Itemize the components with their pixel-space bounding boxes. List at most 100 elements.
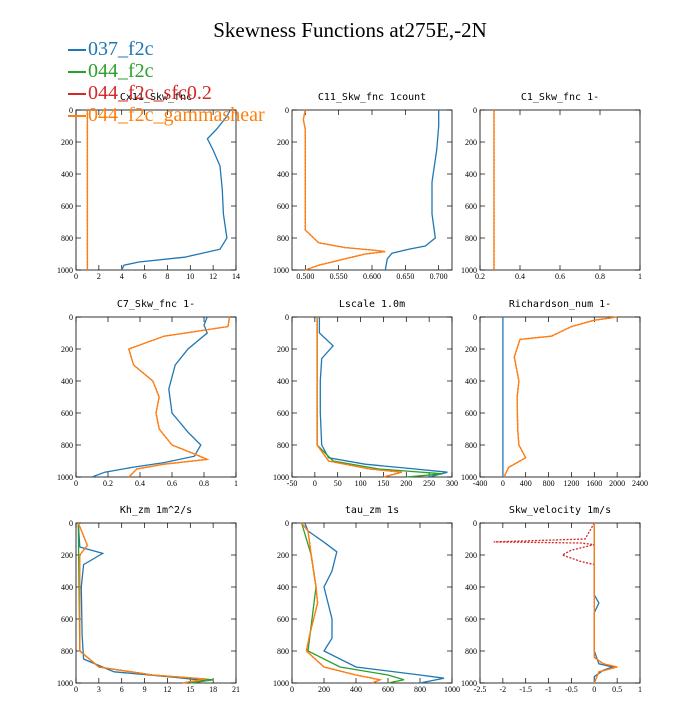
y-tick-label: 0 (69, 519, 73, 528)
x-tick-label: 14 (232, 272, 240, 281)
series-line (77, 522, 206, 684)
panel: Cx11_Skw_fnc 0 2 4 6 8 10 12 14 0 200 400 600 800 1000 (57, 92, 240, 281)
y-tick-label: 1000 (461, 679, 477, 688)
y-tick-label: 400 (465, 583, 477, 592)
x-tick-label: 0.550 (330, 272, 348, 281)
x-tick-label: 0 (501, 479, 505, 488)
series-line (503, 316, 618, 478)
y-tick-label: 0 (285, 313, 289, 322)
x-tick-label: 1 (234, 479, 238, 488)
x-tick-label: 0 (74, 272, 78, 281)
y-tick-label: 200 (61, 551, 73, 560)
x-tick-label: 9 (143, 685, 147, 694)
y-tick-label: 0 (285, 519, 289, 528)
series-line (301, 522, 383, 684)
y-tick-label: 600 (61, 202, 73, 211)
x-tick-label: -400 (473, 479, 488, 488)
x-tick-label: 0.2 (475, 272, 485, 281)
x-tick-label: 200 (318, 685, 330, 694)
series-line (302, 109, 386, 271)
x-tick-label: 1000 (444, 685, 460, 694)
legend-swatch (68, 71, 86, 74)
panel-title: Richardson_num 1- (509, 299, 611, 310)
panel-frame (291, 109, 453, 271)
legend-label: 044_f2c_gammashear (88, 104, 265, 126)
legend-item: 044_f2c_sfc0.2 (68, 82, 265, 104)
x-tick-label: 150 (377, 479, 389, 488)
x-tick-label: 1600 (586, 479, 602, 488)
y-tick-label: 200 (61, 138, 73, 147)
y-tick-label: 600 (465, 615, 477, 624)
x-tick-label: -2.5 (474, 685, 487, 694)
x-tick-label: 0 (74, 479, 78, 488)
x-tick-label: 3 (97, 685, 101, 694)
legend-label: 037_f2c (88, 38, 154, 60)
series-line (121, 109, 231, 271)
y-tick-label: 800 (465, 647, 477, 656)
y-tick-label: 400 (277, 583, 289, 592)
x-tick-label: 800 (414, 685, 426, 694)
y-tick-label: 1000 (461, 473, 477, 482)
legend-swatch (68, 115, 86, 118)
x-tick-label: 18 (209, 685, 217, 694)
x-tick-label: 1 (638, 272, 642, 281)
x-tick-label: 21 (232, 685, 240, 694)
x-tick-label: 50 (334, 479, 342, 488)
x-tick-label: 12 (209, 272, 217, 281)
panel-title: Kh_zm 1m^2/s (120, 505, 192, 516)
x-tick-label: 0 (592, 685, 596, 694)
panel-frame (291, 316, 453, 478)
panel-frame (479, 316, 641, 478)
y-tick-label: 200 (465, 551, 477, 560)
x-tick-label: 0.4 (515, 272, 525, 281)
panel-frame (479, 109, 641, 271)
x-tick-label: 400 (520, 479, 532, 488)
x-tick-label: 2400 (632, 479, 648, 488)
y-tick-label: 1000 (273, 473, 289, 482)
x-tick-label: 400 (350, 685, 362, 694)
x-tick-label: 0.6 (555, 272, 565, 281)
y-tick-label: 1000 (57, 266, 73, 275)
series-line (316, 317, 402, 478)
y-tick-label: 600 (61, 409, 73, 418)
y-tick-label: 200 (277, 551, 289, 560)
x-tick-label: 1 (638, 685, 642, 694)
series-line (77, 522, 206, 684)
y-tick-label: 1000 (57, 679, 73, 688)
panel-frame (75, 109, 237, 271)
series-line (302, 109, 386, 271)
series-line (77, 522, 206, 684)
y-tick-label: 600 (277, 615, 289, 624)
y-tick-label: 800 (277, 234, 289, 243)
legend-item: 044_f2c_gammashear (68, 104, 265, 126)
legend-item: 044_f2c (68, 60, 265, 82)
y-tick-label: 0 (69, 313, 73, 322)
y-tick-label: 200 (465, 345, 477, 354)
legend-swatch (68, 49, 86, 52)
y-tick-label: 0 (69, 106, 73, 115)
y-tick-label: 0 (473, 313, 477, 322)
panel: tau_zm 1s0 200 400 600 800 100002004006008001… (273, 505, 460, 694)
series-line (593, 523, 618, 684)
x-tick-label: 2000 (609, 479, 625, 488)
panel-title: tau_zm 1s (345, 505, 399, 516)
y-tick-label: 600 (465, 202, 477, 211)
x-tick-label: 200 (400, 479, 412, 488)
y-tick-label: 800 (277, 647, 289, 656)
y-tick-label: 800 (277, 441, 289, 450)
panel-title: C1_Skw_fnc 1- (521, 92, 599, 103)
x-tick-label: 100 (355, 479, 367, 488)
y-tick-label: 400 (61, 377, 73, 386)
panel: Skw_velocity 1m/s -2.5 -2 -1.5 -1 -0.5 0 0.5 1 0 2… (461, 505, 642, 694)
x-tick-label: 0 (290, 685, 294, 694)
x-tick-label: -0.5 (565, 685, 578, 694)
x-tick-label: 0.8 (595, 272, 605, 281)
y-tick-label: 400 (61, 583, 73, 592)
y-tick-label: 800 (465, 441, 477, 450)
series-line (316, 317, 443, 478)
x-tick-label: 0.500 (296, 272, 314, 281)
x-tick-label: 10 (186, 272, 194, 281)
y-tick-label: 1000 (273, 679, 289, 688)
x-tick-label: 8 (165, 272, 169, 281)
x-tick-label: -1.5 (519, 685, 532, 694)
